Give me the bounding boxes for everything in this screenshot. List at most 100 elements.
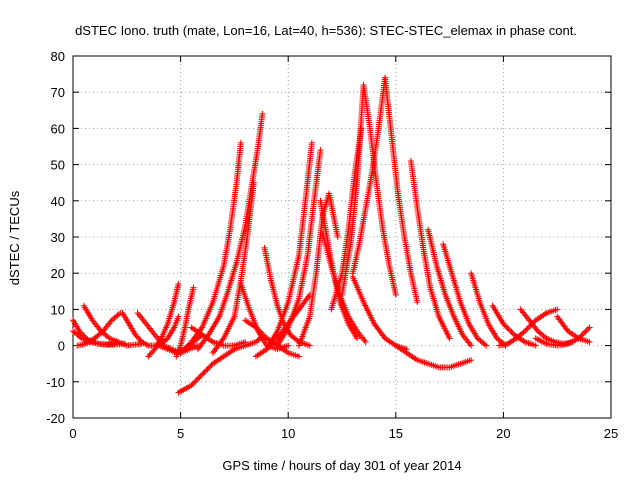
data-point	[295, 353, 302, 360]
data-point	[77, 334, 84, 341]
series-31	[440, 241, 490, 349]
series-20	[242, 317, 302, 360]
data-point	[504, 324, 511, 331]
data-point	[189, 381, 196, 388]
y-tick-label: 50	[51, 158, 65, 173]
series-26	[360, 81, 399, 298]
series-37	[517, 306, 576, 347]
y-tick-label: 80	[51, 49, 65, 64]
data-point	[105, 334, 112, 341]
data-point	[521, 328, 528, 335]
data-point	[190, 284, 197, 291]
data-point	[178, 348, 185, 355]
series-35	[489, 302, 539, 349]
y-tick-label: 20	[51, 266, 65, 281]
data-point	[134, 334, 141, 341]
series-36	[496, 306, 561, 349]
data-point	[525, 324, 532, 331]
data-point	[308, 139, 315, 146]
x-axis-ticks: 0 5 10 15 20 25	[69, 56, 618, 441]
data-point	[195, 375, 202, 382]
data-point	[520, 329, 527, 336]
data-point	[317, 147, 324, 154]
data-point	[586, 324, 593, 331]
data-point	[334, 234, 341, 240]
data-point	[147, 350, 154, 357]
series-34	[349, 273, 410, 353]
data-point	[192, 378, 199, 385]
y-tick-label: 0	[58, 339, 65, 354]
data-point	[554, 306, 561, 313]
data-point	[146, 352, 153, 359]
data-point	[446, 335, 453, 342]
data-point	[532, 342, 539, 349]
data-point	[255, 327, 262, 334]
data-point	[185, 341, 192, 348]
data-point	[524, 325, 531, 332]
data-point	[294, 337, 301, 344]
data-point	[254, 325, 261, 332]
data-point	[181, 345, 188, 352]
y-axis-ticks: -20 -10 0 10 20 30 40 50 60 70 80	[46, 49, 611, 426]
data-point	[542, 334, 549, 341]
data-point	[145, 353, 152, 360]
y-axis-label: dSTEC / TECUs	[7, 190, 22, 285]
data-point	[77, 329, 84, 336]
series-28	[382, 74, 421, 306]
data-point	[199, 371, 206, 378]
data-point	[585, 325, 592, 332]
data-point	[523, 326, 530, 333]
series-12	[194, 110, 266, 353]
data-point	[203, 367, 210, 374]
data-point	[579, 331, 586, 338]
y-tick-label: -10	[46, 375, 65, 390]
data-point	[182, 344, 189, 351]
x-tick-label: 10	[281, 426, 295, 441]
series-11	[177, 139, 244, 356]
data-point	[180, 347, 187, 354]
data-point	[306, 342, 313, 349]
data-point	[197, 372, 204, 379]
y-tick-label: 70	[51, 85, 65, 100]
data-point	[500, 320, 507, 327]
series-21	[295, 190, 341, 349]
data-point	[149, 349, 156, 356]
series-29	[407, 157, 453, 342]
data-point	[136, 336, 143, 343]
data-point	[468, 357, 475, 364]
x-tick-label: 5	[177, 426, 184, 441]
gridlines	[73, 56, 611, 418]
data-point	[177, 349, 184, 356]
data-point	[285, 342, 292, 349]
x-tick-label: 15	[389, 426, 403, 441]
data-point	[207, 363, 214, 370]
x-axis-label: GPS time / hours of day 301 of year 2014	[222, 458, 461, 473]
data-point	[175, 313, 182, 320]
y-tick-label: 40	[51, 194, 65, 209]
data-point	[354, 335, 361, 342]
data-point	[258, 329, 265, 336]
y-tick-label: 60	[51, 121, 65, 136]
data-point	[468, 342, 475, 349]
data-point	[256, 328, 263, 335]
data-point	[259, 110, 266, 117]
series-38	[532, 324, 593, 349]
series-39	[554, 313, 593, 345]
series-13	[209, 179, 257, 356]
data-point	[201, 368, 208, 375]
data-point	[205, 364, 212, 371]
data-point	[193, 376, 200, 383]
data-point	[132, 331, 139, 338]
y-tick-label: -20	[46, 411, 65, 426]
data-point	[191, 379, 198, 386]
series-14	[188, 324, 249, 349]
data-point	[507, 327, 514, 334]
data-point	[403, 346, 410, 353]
data-point	[503, 323, 510, 330]
chart-title: dSTEC Iono. truth (mate, Lon=16, Lat=40,…	[75, 23, 577, 38]
series-30	[425, 226, 475, 349]
data-point	[578, 332, 585, 339]
data-point	[237, 139, 244, 146]
data-point	[184, 343, 191, 350]
